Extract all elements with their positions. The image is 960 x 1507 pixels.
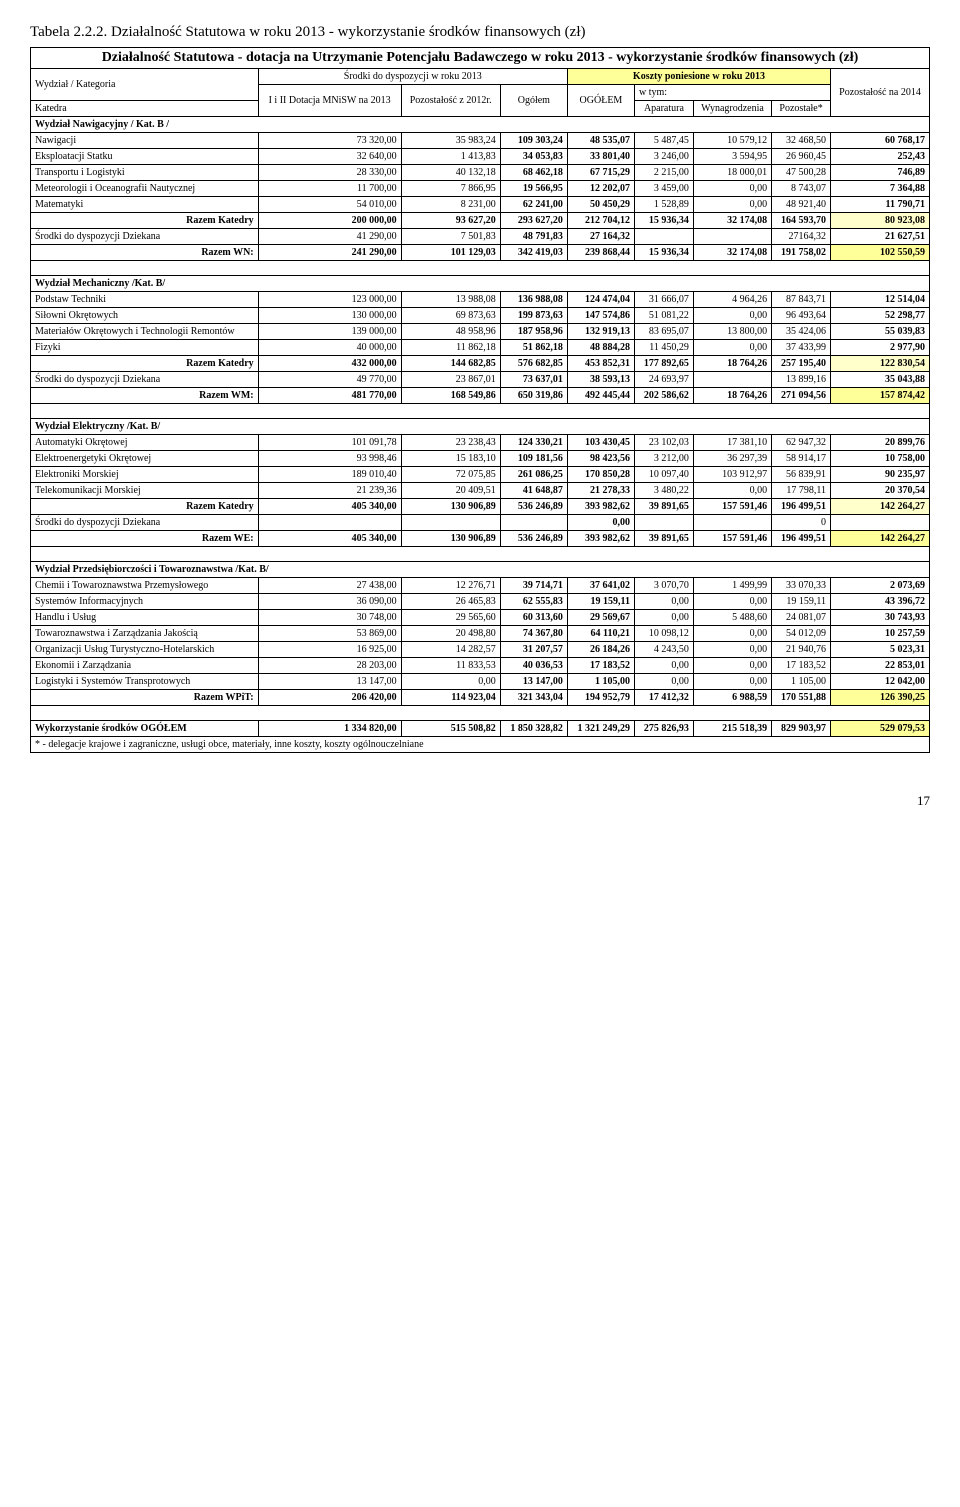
row-label: Podstaw Techniki xyxy=(31,292,259,308)
hdr-katedra: Katedra xyxy=(31,101,259,117)
row-label: Fizyki xyxy=(31,340,259,356)
table-row: Matematyki54 010,008 231,0062 241,0050 4… xyxy=(31,197,930,213)
hdr-poz2014: Pozostałość na 2014 xyxy=(831,69,930,117)
table-row: Towaroznawstwa i Zarządzania Jakością53 … xyxy=(31,626,930,642)
row-label: Organizacji Usług Turystyczno-Hotelarski… xyxy=(31,642,259,658)
table-title: Tabela 2.2.2. Działalność Statutowa w ro… xyxy=(30,24,930,41)
table-row: Elektroenergetyki Okrętowej93 998,4615 1… xyxy=(31,451,930,467)
table-row: Siłowni Okrętowych130 000,0069 873,63199… xyxy=(31,308,930,324)
grand-label: Wykorzystanie środków OGÓŁEM xyxy=(31,721,259,737)
table-row: Telekomunikacji Morskiej21 239,3620 409,… xyxy=(31,483,930,499)
razem-wydzial-row: Razem WN:241 290,00101 129,03342 419,032… xyxy=(31,245,930,261)
table-row: Nawigacji73 320,0035 983,24109 303,2448 … xyxy=(31,133,930,149)
hdr-ogolem2: OGÓŁEM xyxy=(567,85,634,117)
hdr-srodki: Środki do dyspozycji w roku 2013 xyxy=(258,69,567,85)
row-label: Telekomunikacji Morskiej xyxy=(31,483,259,499)
table-subtitle: Działalność Statutowa - dotacja na Utrzy… xyxy=(31,48,930,69)
row-label: Ekonomii i Zarządzania xyxy=(31,658,259,674)
razem-katedry-row: Razem Katedry200 000,0093 627,20293 627,… xyxy=(31,213,930,229)
hdr-pozostale: Pozostałe* xyxy=(772,101,831,117)
razem-katedry-row: Razem Katedry405 340,00130 906,89536 246… xyxy=(31,499,930,515)
row-label: Elektroniki Morskiej xyxy=(31,467,259,483)
dziekan-row: Środki do dyspozycji Dziekana49 770,0023… xyxy=(31,372,930,388)
hdr-aparatura: Aparatura xyxy=(634,101,693,117)
table-row: Chemii i Towaroznawstwa Przemysłowego27 … xyxy=(31,578,930,594)
section-head: Wydział Mechaniczny /Kat. B/ xyxy=(31,276,930,292)
hdr-koszty: Koszty poniesione w roku 2013 xyxy=(567,69,830,85)
row-label: Nawigacji xyxy=(31,133,259,149)
section-head: Wydział Nawigacyjny / Kat. B / xyxy=(31,117,930,133)
section-head: Wydział Przedsiębiorczości i Towaroznaws… xyxy=(31,562,930,578)
row-label: Matematyki xyxy=(31,197,259,213)
table-row: Eksploatacji Statku32 640,001 413,8334 0… xyxy=(31,149,930,165)
razem-wydzial-row: Razem WE:405 340,00130 906,89536 246,893… xyxy=(31,531,930,547)
row-label: Systemów Informacyjnych xyxy=(31,594,259,610)
footnote: * - delegacje krajowe i zagraniczne, usł… xyxy=(31,737,930,753)
row-label: Automatyki Okrętowej xyxy=(31,435,259,451)
row-label: Siłowni Okrętowych xyxy=(31,308,259,324)
table-row: Handlu i Usług30 748,0029 565,6060 313,6… xyxy=(31,610,930,626)
main-table: Działalność Statutowa - dotacja na Utrzy… xyxy=(30,47,930,753)
dziekan-row: Środki do dyspozycji Dziekana0,000 xyxy=(31,515,930,531)
row-label: Eksploatacji Statku xyxy=(31,149,259,165)
hdr-dotacja: I i II Dotacja MNiSW na 2013 xyxy=(258,85,401,117)
row-label: Chemii i Towaroznawstwa Przemysłowego xyxy=(31,578,259,594)
table-row: Elektroniki Morskiej189 010,4072 075,852… xyxy=(31,467,930,483)
row-label: Logistyki i Systemów Transprotowych xyxy=(31,674,259,690)
razem-wydzial-row: Razem WM:481 770,00168 549,86650 319,864… xyxy=(31,388,930,404)
hdr-wtym: w tym: xyxy=(634,85,830,101)
table-row: Automatyki Okrętowej101 091,7823 238,431… xyxy=(31,435,930,451)
hdr-wydzial: Wydział / Kategoria xyxy=(31,69,259,101)
hdr-wynagrodzenia: Wynagrodzenia xyxy=(693,101,771,117)
table-row: Transportu i Logistyki28 330,0040 132,18… xyxy=(31,165,930,181)
dziekan-row: Środki do dyspozycji Dziekana41 290,007 … xyxy=(31,229,930,245)
hdr-pozostalosc: Pozostałość z 2012r. xyxy=(401,85,500,117)
table-row: Fizyki40 000,0011 862,1851 862,1848 884,… xyxy=(31,340,930,356)
row-label: Towaroznawstwa i Zarządzania Jakością xyxy=(31,626,259,642)
row-label: Transportu i Logistyki xyxy=(31,165,259,181)
row-label: Meteorologii i Oceanografii Nautycznej xyxy=(31,181,259,197)
table-row: Materiałów Okrętowych i Technologii Remo… xyxy=(31,324,930,340)
page-number: 17 xyxy=(30,793,930,809)
hdr-ogolem: Ogółem xyxy=(500,85,567,117)
table-row: Systemów Informacyjnych36 090,0026 465,8… xyxy=(31,594,930,610)
table-row: Logistyki i Systemów Transprotowych13 14… xyxy=(31,674,930,690)
table-row: Meteorologii i Oceanografii Nautycznej11… xyxy=(31,181,930,197)
table-row: Podstaw Techniki123 000,0013 988,08136 9… xyxy=(31,292,930,308)
razem-katedry-row: Razem Katedry432 000,00144 682,85576 682… xyxy=(31,356,930,372)
grand-total-row: Wykorzystanie środków OGÓŁEM 1 334 820,0… xyxy=(31,721,930,737)
section-head: Wydział Elektryczny /Kat. B/ xyxy=(31,419,930,435)
row-label: Elektroenergetyki Okrętowej xyxy=(31,451,259,467)
razem-wydzial-row: Razem WPiT:206 420,00114 923,04321 343,0… xyxy=(31,690,930,706)
table-row: Ekonomii i Zarządzania28 203,0011 833,53… xyxy=(31,658,930,674)
row-label: Materiałów Okrętowych i Technologii Remo… xyxy=(31,324,259,340)
table-row: Organizacji Usług Turystyczno-Hotelarski… xyxy=(31,642,930,658)
row-label: Handlu i Usług xyxy=(31,610,259,626)
